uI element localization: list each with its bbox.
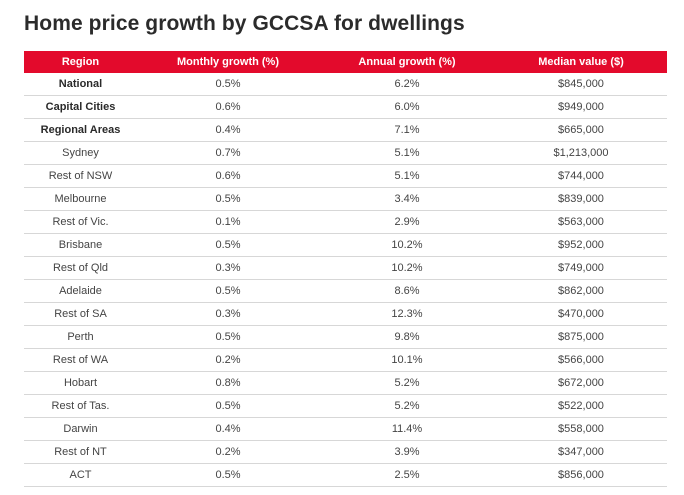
table-row: Regional Areas 0.4% 7.1% $665,000 [24, 118, 667, 142]
monthly-growth-cell: 0.8% [137, 371, 319, 395]
table-row: Rest of NSW 0.6% 5.1% $744,000 [24, 164, 667, 188]
page-title: Home price growth by GCCSA for dwellings [24, 12, 465, 35]
annual-growth-cell: 2.9% [319, 210, 495, 234]
annual-growth-cell: 6.2% [319, 73, 495, 96]
header-region: Region [24, 51, 137, 73]
region-cell: Sydney [24, 141, 137, 165]
gccsa-table: Region Monthly growth (%) Annual growth … [24, 51, 667, 487]
annual-growth-cell: 2.5% [319, 463, 495, 487]
table-row: National 0.5% 6.2% $845,000 [24, 73, 667, 96]
median-value-cell: $862,000 [495, 279, 667, 303]
table-row: Brisbane 0.5% 10.2% $952,000 [24, 233, 667, 257]
region-cell: Regional Areas [24, 118, 137, 142]
annual-growth-cell: 10.2% [319, 256, 495, 280]
monthly-growth-cell: 0.4% [137, 417, 319, 441]
table-row: Darwin 0.4% 11.4% $558,000 [24, 417, 667, 441]
region-cell: Rest of Vic. [24, 210, 137, 234]
annual-growth-cell: 11.4% [319, 417, 495, 441]
table-row: Rest of Qld 0.3% 10.2% $749,000 [24, 256, 667, 280]
region-cell: Rest of WA [24, 348, 137, 372]
median-value-cell: $875,000 [495, 325, 667, 349]
median-value-cell: $470,000 [495, 302, 667, 326]
median-value-cell: $856,000 [495, 463, 667, 487]
annual-growth-cell: 5.1% [319, 141, 495, 165]
table-row: Sydney 0.7% 5.1% $1,213,000 [24, 141, 667, 165]
median-value-cell: $665,000 [495, 118, 667, 142]
region-cell: Perth [24, 325, 137, 349]
annual-growth-cell: 7.1% [319, 118, 495, 142]
annual-growth-cell: 5.1% [319, 164, 495, 188]
monthly-growth-cell: 0.2% [137, 440, 319, 464]
annual-growth-cell: 5.2% [319, 371, 495, 395]
annual-growth-cell: 12.3% [319, 302, 495, 326]
monthly-growth-cell: 0.5% [137, 187, 319, 211]
median-value-cell: $347,000 [495, 440, 667, 464]
median-value-cell: $949,000 [495, 95, 667, 119]
median-value-cell: $563,000 [495, 210, 667, 234]
region-cell: Hobart [24, 371, 137, 395]
annual-growth-cell: 3.4% [319, 187, 495, 211]
annual-growth-cell: 3.9% [319, 440, 495, 464]
median-value-cell: $522,000 [495, 394, 667, 418]
monthly-growth-cell: 0.5% [137, 279, 319, 303]
monthly-growth-cell: 0.5% [137, 233, 319, 257]
table-header-row: Region Monthly growth (%) Annual growth … [24, 51, 667, 73]
monthly-growth-cell: 0.5% [137, 463, 319, 487]
median-value-cell: $672,000 [495, 371, 667, 395]
region-cell: Rest of Qld [24, 256, 137, 280]
region-cell: Adelaide [24, 279, 137, 303]
annual-growth-cell: 10.1% [319, 348, 495, 372]
median-value-cell: $744,000 [495, 164, 667, 188]
monthly-growth-cell: 0.5% [137, 325, 319, 349]
region-cell: Rest of Tas. [24, 394, 137, 418]
table-row: ACT 0.5% 2.5% $856,000 [24, 463, 667, 487]
table-row: Rest of SA 0.3% 12.3% $470,000 [24, 302, 667, 326]
table-row: Rest of NT 0.2% 3.9% $347,000 [24, 440, 667, 464]
annual-growth-cell: 9.8% [319, 325, 495, 349]
median-value-cell: $558,000 [495, 417, 667, 441]
monthly-growth-cell: 0.5% [137, 73, 319, 96]
table-body: National 0.5% 6.2% $845,000 Capital Cities 0.… [24, 73, 667, 487]
monthly-growth-cell: 0.6% [137, 95, 319, 119]
region-cell: Capital Cities [24, 95, 137, 119]
region-cell: ACT [24, 463, 137, 487]
annual-growth-cell: 6.0% [319, 95, 495, 119]
median-value-cell: $566,000 [495, 348, 667, 372]
table-row: Perth 0.5% 9.8% $875,000 [24, 325, 667, 349]
monthly-growth-cell: 0.3% [137, 302, 319, 326]
monthly-growth-cell: 0.1% [137, 210, 319, 234]
annual-growth-cell: 10.2% [319, 233, 495, 257]
table-row: Adelaide 0.5% 8.6% $862,000 [24, 279, 667, 303]
region-cell: Darwin [24, 417, 137, 441]
region-cell: Brisbane [24, 233, 137, 257]
region-cell: National [24, 73, 137, 96]
monthly-growth-cell: 0.2% [137, 348, 319, 372]
annual-growth-cell: 5.2% [319, 394, 495, 418]
header-monthly-growth: Monthly growth (%) [137, 51, 319, 73]
monthly-growth-cell: 0.5% [137, 394, 319, 418]
median-value-cell: $839,000 [495, 187, 667, 211]
table-row: Rest of WA 0.2% 10.1% $566,000 [24, 348, 667, 372]
median-value-cell: $749,000 [495, 256, 667, 280]
monthly-growth-cell: 0.4% [137, 118, 319, 142]
header-annual-growth: Annual growth (%) [319, 51, 495, 73]
monthly-growth-cell: 0.3% [137, 256, 319, 280]
annual-growth-cell: 8.6% [319, 279, 495, 303]
region-cell: Rest of NSW [24, 164, 137, 188]
median-value-cell: $952,000 [495, 233, 667, 257]
monthly-growth-cell: 0.7% [137, 141, 319, 165]
header-median-value: Median value ($) [495, 51, 667, 73]
region-cell: Melbourne [24, 187, 137, 211]
table-row: Rest of Tas. 0.5% 5.2% $522,000 [24, 394, 667, 418]
region-cell: Rest of NT [24, 440, 137, 464]
table-row: Capital Cities 0.6% 6.0% $949,000 [24, 95, 667, 119]
median-value-cell: $1,213,000 [495, 141, 667, 165]
table-row: Hobart 0.8% 5.2% $672,000 [24, 371, 667, 395]
median-value-cell: $845,000 [495, 73, 667, 96]
table-row: Rest of Vic. 0.1% 2.9% $563,000 [24, 210, 667, 234]
region-cell: Rest of SA [24, 302, 137, 326]
table-row: Melbourne 0.5% 3.4% $839,000 [24, 187, 667, 211]
monthly-growth-cell: 0.6% [137, 164, 319, 188]
